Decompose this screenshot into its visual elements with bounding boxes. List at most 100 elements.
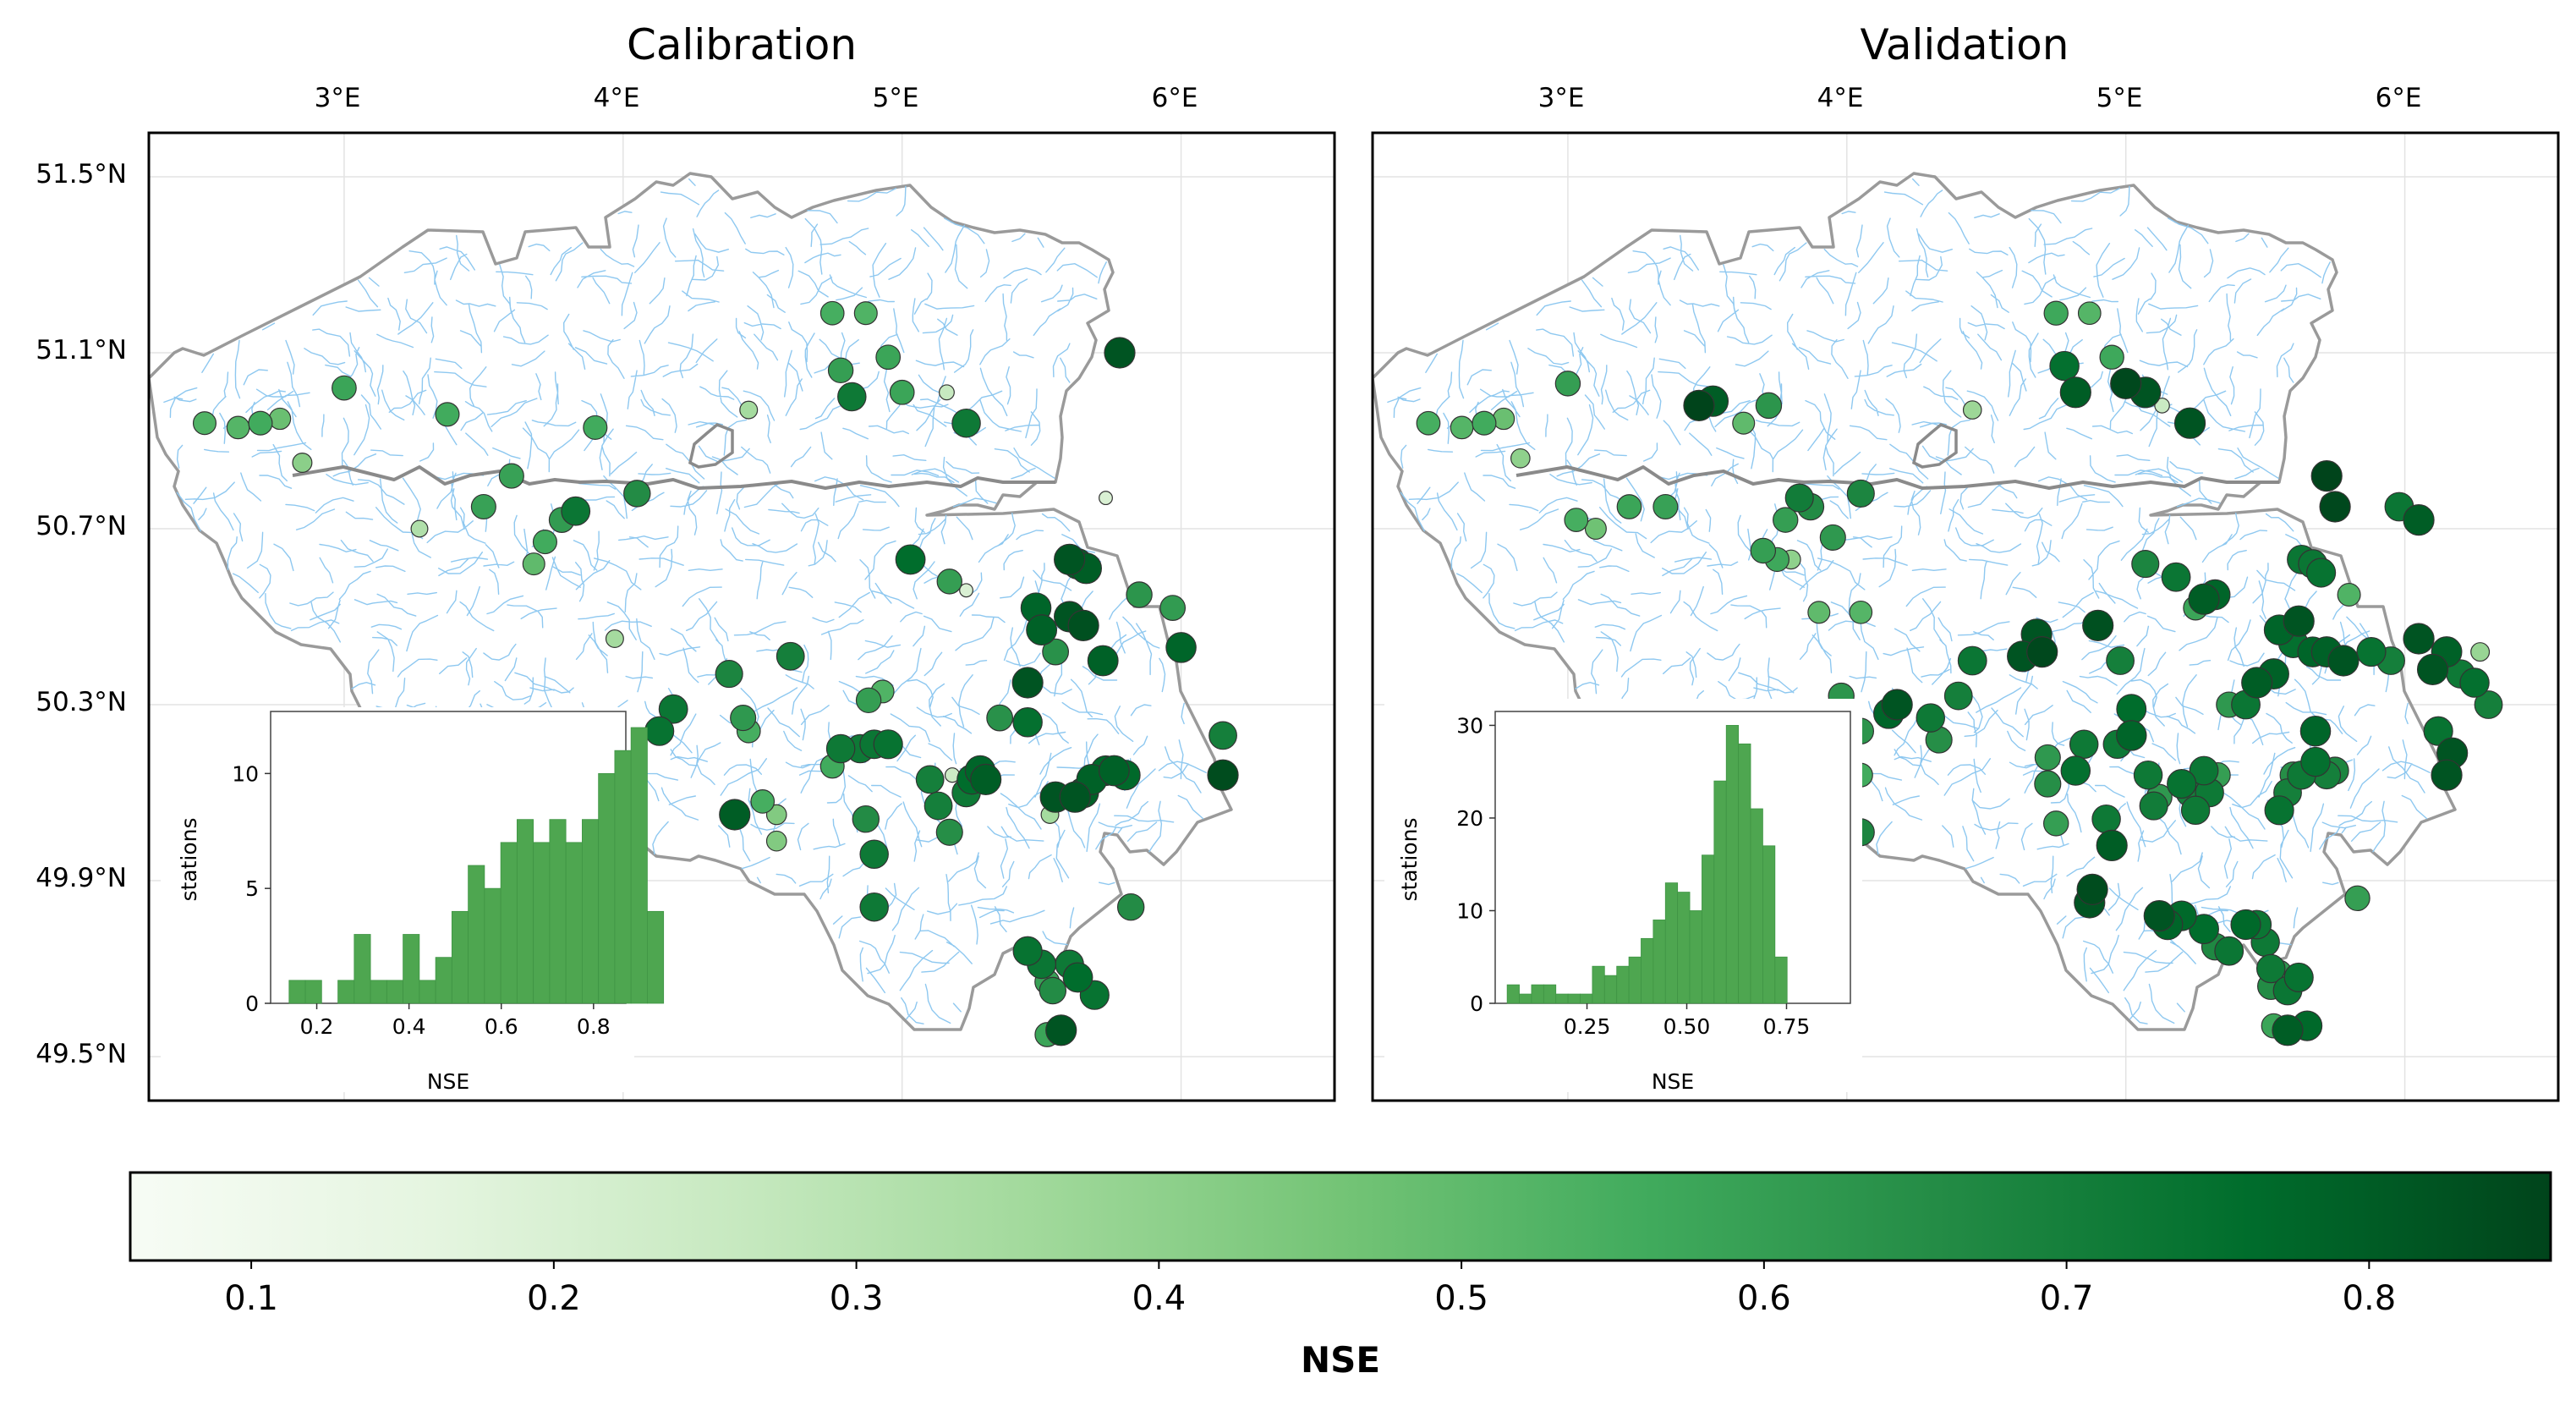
station-marker	[470, 493, 496, 520]
station-marker	[2356, 637, 2387, 667]
histogram-bar	[582, 819, 600, 1004]
station-marker	[522, 552, 545, 576]
station-marker	[837, 382, 867, 412]
station-marker	[2106, 646, 2135, 675]
histogram-bar	[1677, 892, 1691, 1004]
station-marker	[2091, 804, 2121, 834]
histogram-bar	[1702, 854, 1715, 1004]
map-frame	[1371, 131, 2560, 1102]
x-tick-label: 4°E	[594, 83, 640, 113]
x-tick-labels: 3°E 4°E 5°E 6°E	[1538, 83, 2422, 113]
station-marker	[2214, 936, 2244, 966]
station-marker	[715, 660, 743, 689]
station-marker	[873, 729, 903, 760]
colorbar-tick-label: 0.1	[224, 1279, 278, 1318]
station-marker	[1584, 517, 1607, 541]
colorbar-tick-label: 0.6	[1737, 1279, 1791, 1318]
histogram-bar	[533, 842, 551, 1004]
station-marker	[875, 344, 902, 371]
station-marker	[2139, 791, 2168, 821]
station-marker	[248, 410, 273, 436]
y-tick-label: 50.7°N	[36, 511, 127, 541]
histogram-bar	[386, 980, 404, 1004]
station-marker	[1087, 645, 1119, 677]
station-markers	[1416, 300, 2503, 1046]
histogram-x-tick-label: 0.6	[485, 1014, 518, 1039]
station-marker	[765, 830, 787, 852]
station-marker	[1773, 507, 1799, 533]
station-marker	[2319, 491, 2351, 523]
station-marker	[2167, 769, 2197, 799]
station-marker	[719, 799, 751, 831]
station-marker	[1683, 389, 1715, 421]
station-marker	[1054, 543, 1086, 576]
station-marker	[2470, 642, 2491, 662]
station-marker	[1104, 337, 1136, 369]
histogram-bar	[1580, 993, 1593, 1004]
station-marker	[2327, 645, 2360, 677]
station-marker	[1098, 755, 1130, 787]
station-marker	[192, 411, 217, 436]
histogram-bar	[1689, 910, 1702, 1004]
station-marker	[2272, 1014, 2304, 1046]
colorbar-gradient	[129, 1171, 2552, 1262]
histogram-bar	[1641, 937, 1654, 1004]
x-tick-label: 4°E	[1817, 83, 1864, 113]
station-marker	[1819, 524, 1846, 551]
histogram-bar	[1725, 725, 1740, 1004]
station-marker	[2077, 301, 2102, 326]
histogram-bar	[1628, 956, 1642, 1004]
station-marker	[986, 704, 1014, 732]
histogram-bar	[647, 910, 665, 1004]
station-marker	[1067, 609, 1099, 642]
histogram-background	[1384, 699, 1862, 1092]
station-marker	[2042, 810, 2069, 837]
histogram-bar	[304, 980, 322, 1004]
nse-histogram: 0.25 0.50 0.75 0 10 20 30 NSE stations	[1384, 699, 1862, 1094]
station-marker	[2059, 376, 2091, 409]
station-marker	[1652, 493, 1679, 520]
histogram-x-tick-label: 0.75	[1763, 1014, 1811, 1039]
station-marker	[1209, 721, 1237, 750]
map-frame	[147, 131, 1336, 1102]
station-marker	[827, 357, 854, 384]
histogram-y-tick-label: 10	[232, 761, 259, 786]
station-marker	[2143, 899, 2175, 932]
station-marker	[2255, 953, 2286, 984]
station-marker	[1045, 1014, 1077, 1046]
station-marker	[1755, 392, 1783, 420]
station-marker	[750, 789, 776, 814]
x-tick-label: 6°E	[1152, 83, 1198, 113]
histogram-bar	[1603, 975, 1618, 1004]
histogram-bar	[614, 750, 632, 1004]
station-marker	[2300, 746, 2331, 777]
station-marker	[2043, 300, 2069, 326]
station-marker	[1011, 667, 1044, 699]
station-marker	[2403, 623, 2435, 655]
histogram-bar	[1506, 984, 1520, 1004]
station-marker	[2082, 609, 2114, 642]
y-tick-label: 49.9°N	[36, 863, 127, 893]
histogram-bar	[484, 887, 501, 1004]
station-marker	[2173, 407, 2206, 439]
station-marker	[561, 496, 591, 526]
station-marker	[1039, 976, 1067, 1005]
station-marker	[2283, 962, 2314, 992]
histogram-bar	[1531, 984, 1544, 1004]
station-marker	[658, 694, 688, 724]
histogram-x-tick-label: 0.25	[1564, 1014, 1611, 1039]
station-marker	[1846, 479, 1875, 508]
station-marker	[924, 791, 953, 821]
station-marker	[2474, 690, 2503, 719]
x-tick-label: 3°E	[1538, 83, 1585, 113]
station-marker	[1059, 781, 1091, 813]
station-marker	[644, 716, 675, 746]
station-marker	[1784, 483, 1814, 513]
station-marker	[1416, 410, 1441, 436]
histogram-bar	[468, 865, 485, 1004]
station-marker	[226, 415, 250, 440]
station-marker	[435, 402, 460, 427]
histogram-bar	[1592, 965, 1605, 1004]
station-marker	[889, 379, 915, 405]
histogram-y-tick-label: 20	[1456, 806, 1483, 831]
